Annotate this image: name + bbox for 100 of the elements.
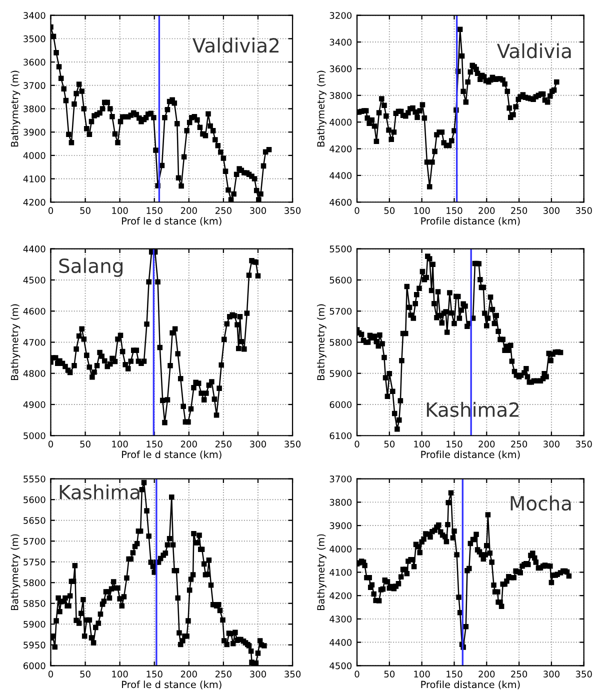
x-tick-label: 200 xyxy=(180,440,197,448)
x-tick-label: 0 xyxy=(354,440,360,448)
y-tick-label: 4700 xyxy=(23,338,46,346)
y-tick-label: 4400 xyxy=(330,172,352,180)
y-tick-label: 4500 xyxy=(330,662,352,670)
x-tick-label: 350 xyxy=(284,670,301,678)
y-tick-label: 5800 xyxy=(330,338,352,346)
y-tick-label: 5650 xyxy=(24,517,46,524)
y-tick-label: 4100 xyxy=(330,568,352,576)
y-tick-label: 4600 xyxy=(23,308,46,315)
x-tick-label: 300 xyxy=(544,207,560,214)
y-tick-label: 4800 xyxy=(23,370,46,377)
y-tick-label: 5950 xyxy=(24,642,46,648)
y-tick-label: 5900 xyxy=(24,620,46,628)
x-tick-label: 200 xyxy=(180,207,197,214)
y-tick-label: 4000 xyxy=(330,118,352,126)
x-axis-title: Prof le d stance (km) xyxy=(122,450,222,460)
x-tick-label: 0 xyxy=(48,670,54,678)
x-tick-label: 300 xyxy=(544,670,560,678)
y-tick-label: 5850 xyxy=(24,600,46,607)
y-axis-title: Bathymetry (m) xyxy=(316,534,326,610)
x-tick-label: 150 xyxy=(446,670,462,678)
y-tick-label: 3600 xyxy=(24,58,46,66)
x-tick-label: 250 xyxy=(215,440,232,448)
x-axis-title: Profile distance (km) xyxy=(421,450,520,460)
x-tick-label: 350 xyxy=(284,440,301,448)
y-tick-label: 5550 xyxy=(24,476,46,482)
y-tick-label: 3400 xyxy=(330,38,352,46)
x-tick-label: 0 xyxy=(354,207,360,214)
y-tick-label: 4300 xyxy=(330,616,352,622)
y-tick-label: 3700 xyxy=(330,476,352,482)
x-tick-label: 50 xyxy=(80,670,90,678)
y-axis-title: Bathymetry (m) xyxy=(10,534,20,610)
y-tick-label: 4100 xyxy=(23,176,46,182)
x-tick-label: 250 xyxy=(215,670,232,678)
x-tick-label: 50 xyxy=(384,440,395,448)
annotation: Kashima xyxy=(60,484,140,500)
y-tick-label: 4400 xyxy=(330,639,352,646)
y-tick-label: 3500 xyxy=(24,35,46,42)
y-tick-label: 5600 xyxy=(330,276,352,284)
y-axis-title: Bathymetry (m) xyxy=(316,70,326,147)
x-tick-label: 50 xyxy=(80,207,90,214)
x-tick-label: 300 xyxy=(250,207,266,214)
x-tick-label: 100 xyxy=(414,440,430,448)
x-tick-label: 250 xyxy=(511,440,528,448)
y-tick-label: 4900 xyxy=(23,401,46,408)
y-tick-label: 4000 xyxy=(330,546,352,552)
y-tick-label: 6100 xyxy=(330,432,352,440)
x-tick-label: 350 xyxy=(284,207,301,214)
x-tick-label: 150 xyxy=(446,440,462,448)
y-tick-label: 4600 xyxy=(330,198,352,206)
y-tick-label: 3900 xyxy=(24,128,46,136)
x-tick-label: 150 xyxy=(446,207,462,214)
x-tick-label: 150 xyxy=(146,440,162,448)
y-tick-label: 4500 xyxy=(23,276,46,284)
y-tick-label: 3900 xyxy=(330,522,352,530)
x-tick-label: 300 xyxy=(250,670,266,678)
x-tick-label: 100 xyxy=(112,207,128,214)
annotation: Valdivia2 xyxy=(192,38,278,53)
y-tick-label: 6000 xyxy=(330,401,352,408)
y-tick-label: 4200 xyxy=(23,198,46,206)
y-tick-label: 4200 xyxy=(330,145,352,152)
y-tick-label: 3800 xyxy=(330,92,352,99)
x-tick-label: 350 xyxy=(576,440,592,448)
y-axis-title: Bathymetry (m) xyxy=(316,304,326,380)
y-tick-label: 3400 xyxy=(24,12,46,19)
y-tick-label: 5800 xyxy=(24,579,46,586)
x-tick-label: 300 xyxy=(544,440,560,448)
y-tick-label: 3800 xyxy=(24,105,46,112)
x-tick-label: 250 xyxy=(511,670,528,678)
x-axis-title: Profile distance (km) xyxy=(421,217,520,226)
x-tick-label: 100 xyxy=(414,670,430,678)
x-tick-label: 250 xyxy=(215,207,232,214)
x-tick-label: 50 xyxy=(80,440,90,448)
y-tick-label: 3800 xyxy=(330,498,352,506)
x-tick-label: 200 xyxy=(478,440,495,448)
x-tick-label: 300 xyxy=(250,440,266,448)
x-tick-label: 0 xyxy=(354,670,360,678)
y-tick-label: 5700 xyxy=(330,308,352,315)
y-tick-label: 4000 xyxy=(23,152,46,159)
y-tick-label: 3600 xyxy=(330,65,352,72)
y-tick-label: 6000 xyxy=(24,662,46,670)
y-axis-title: Bathymetry (m) xyxy=(10,70,20,147)
y-tick-label: 3200 xyxy=(330,12,352,19)
y-tick-label: 4200 xyxy=(330,592,352,600)
y-tick-label: 5900 xyxy=(330,370,352,377)
annotation: Mocha xyxy=(510,496,571,511)
annotation: Valdivia xyxy=(496,43,571,58)
y-tick-label: 5500 xyxy=(330,246,352,252)
y-tick-label: 3700 xyxy=(24,82,46,89)
y-tick-label: 5750 xyxy=(24,558,46,566)
x-tick-label: 0 xyxy=(48,440,54,448)
annotation: Salang xyxy=(59,258,122,277)
x-tick-label: 200 xyxy=(478,207,495,214)
x-tick-label: 100 xyxy=(112,440,128,448)
x-tick-label: 100 xyxy=(414,207,430,214)
x-axis-title: Prof le d stance (km) xyxy=(122,217,222,226)
x-tick-label: 50 xyxy=(384,670,395,678)
x-tick-label: 100 xyxy=(112,670,128,678)
x-tick-label: 0 xyxy=(48,207,54,214)
